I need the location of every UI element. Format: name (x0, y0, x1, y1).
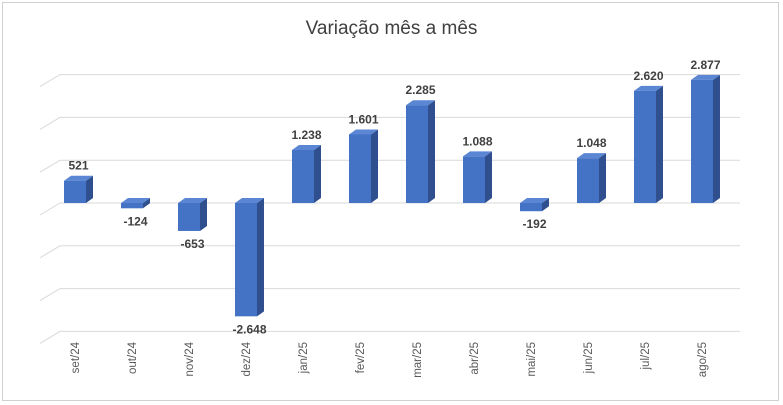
category-label: mar/25 (412, 342, 424, 378)
bar-front (178, 203, 200, 231)
bar-side (314, 145, 321, 203)
bar-side (713, 74, 720, 203)
bar-front (463, 156, 485, 203)
bar (691, 74, 720, 203)
bar-top (235, 198, 264, 203)
bar-side (428, 100, 435, 203)
category-label: jul/25 (640, 342, 652, 371)
bar-top (463, 151, 492, 157)
category-axis-labels: set/24 out/24 nov/24 dez/24 jan/25 fev/25 mar/… (70, 341, 709, 377)
bar-side (371, 129, 378, 203)
data-label: -2.648 (232, 322, 266, 336)
category-label: mai/25 (526, 342, 538, 377)
gridline (39, 245, 740, 259)
bar (292, 145, 321, 203)
gridlines (39, 74, 740, 344)
bar-side (143, 198, 150, 209)
gridline (39, 74, 740, 88)
bar-top (64, 175, 93, 181)
chart-title: Variação mês a mês (305, 18, 478, 39)
data-label: -192 (522, 217, 546, 231)
category-label: nov/24 (184, 341, 196, 376)
bar-top (520, 198, 549, 203)
bar (121, 198, 150, 209)
bar-top (349, 129, 378, 135)
gridline (39, 202, 740, 216)
bar-top (577, 153, 606, 159)
bar-front (577, 158, 599, 203)
bar-top (691, 74, 720, 80)
category-label: out/24 (127, 341, 139, 374)
bar (64, 175, 93, 203)
data-label: 2.877 (690, 58, 720, 72)
bar-front (292, 150, 314, 203)
bar (178, 198, 207, 231)
data-label: 521 (68, 159, 88, 173)
bar-front (121, 203, 143, 209)
category-label: set/24 (70, 341, 82, 373)
data-label: 2.285 (405, 83, 435, 97)
data-label: 1.048 (576, 136, 606, 150)
bar (349, 129, 378, 203)
bar-side (86, 175, 93, 203)
bar-side (200, 198, 207, 231)
bar-series (64, 74, 720, 317)
bar-side (599, 153, 606, 203)
bar (577, 153, 606, 203)
bar-side (542, 198, 549, 212)
bar-front (634, 90, 656, 203)
gridline (39, 159, 740, 173)
bar-side (257, 198, 264, 317)
bar-side (656, 85, 663, 203)
bar (634, 85, 663, 203)
bar-top (178, 198, 207, 203)
bar-front (64, 180, 86, 203)
bar-top (406, 100, 435, 106)
category-label: fev/25 (355, 342, 367, 373)
bar-front (406, 105, 428, 203)
data-label: 1.601 (348, 112, 378, 126)
category-label: dez/24 (241, 341, 253, 376)
bar-front (691, 79, 713, 203)
bar (520, 198, 549, 212)
gridline (39, 116, 740, 130)
category-label: jan/25 (298, 342, 310, 374)
bar-top (634, 85, 663, 91)
category-label: ago/25 (697, 342, 709, 377)
bar-front (520, 203, 542, 212)
category-label: jun/25 (583, 342, 595, 374)
bar (406, 100, 435, 203)
bar-front (235, 203, 257, 317)
gridline (39, 330, 740, 344)
data-label: -653 (180, 237, 204, 251)
data-label: 1.238 (291, 128, 321, 142)
bar-front (349, 134, 371, 203)
data-label: 1.088 (462, 134, 492, 148)
data-label: -124 (123, 214, 147, 228)
bar (235, 198, 264, 317)
data-label: 2.620 (633, 69, 663, 83)
category-label: abr/25 (469, 342, 481, 375)
bar-top (292, 145, 321, 151)
gridline (39, 288, 740, 302)
bar-top (121, 198, 150, 203)
bar (463, 151, 492, 203)
data-labels: 521 -124 -653 -2.648 1.238 1.601 2.285 1.088 -19… (68, 58, 720, 336)
bar-side (485, 151, 492, 203)
